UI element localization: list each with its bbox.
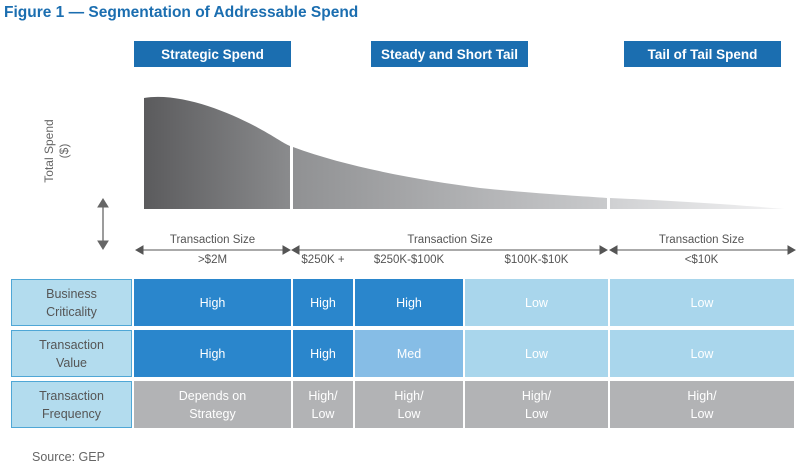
- cell-frequency-100k-10k: High/Low: [465, 381, 608, 428]
- transaction-size-label-tail: Transaction Size: [658, 234, 745, 246]
- cell-frequency-tail: High/Low: [610, 381, 794, 428]
- cell-value-100k-10k: Low: [465, 330, 608, 377]
- segment-header-steady-short-tail: Steady and Short Tail: [371, 41, 528, 67]
- cell-frequency-250k-100k: High/Low: [355, 381, 463, 428]
- cell-frequency-250k-plus: High/Low: [293, 381, 353, 428]
- cell-criticality-strategic: High: [134, 279, 291, 326]
- cell-criticality-tail: Low: [610, 279, 794, 326]
- cell-frequency-strategic: Depends on Strategy: [134, 381, 291, 428]
- row-header-transaction-value: Transaction Value: [11, 330, 132, 377]
- cell-value-strategic: High: [134, 330, 291, 377]
- transaction-size-label-strategic: Transaction Size: [169, 234, 256, 246]
- size-range-strategic: >$2M: [197, 254, 228, 266]
- spend-curve-steady: [293, 147, 607, 209]
- cell-criticality-250k-plus: High: [293, 279, 353, 326]
- spend-curve-tail: [610, 198, 784, 209]
- segment-header-strategic: Strategic Spend: [134, 41, 291, 67]
- size-range-100k-10k: $100K-$10K: [504, 254, 569, 266]
- row-header-transaction-frequency: Transaction Frequency: [11, 381, 132, 428]
- size-range-tail: <$10K: [684, 254, 719, 266]
- size-range-250k-100k: $250K-$100K: [373, 254, 445, 266]
- transaction-size-arrows: [134, 245, 797, 255]
- cell-criticality-250k-100k: High: [355, 279, 463, 326]
- source-note: Source: GEP: [32, 450, 105, 464]
- transaction-size-label-steady: Transaction Size: [407, 234, 493, 246]
- cell-value-250k-plus: High: [293, 330, 353, 377]
- cell-value-tail: Low: [610, 330, 794, 377]
- segment-header-tail-of-tail: Tail of Tail Spend: [624, 41, 781, 67]
- row-header-business-criticality: Business Criticality: [11, 279, 132, 326]
- size-range-250k-plus: $250K +: [301, 254, 345, 266]
- vertical-double-arrow: [97, 198, 109, 250]
- cell-value-250k-100k: Med: [355, 330, 463, 377]
- spend-curve-strategic: [144, 96, 290, 209]
- cell-criticality-100k-10k: Low: [465, 279, 608, 326]
- figure-title: Figure 1 — Segmentation of Addressable S…: [4, 4, 359, 21]
